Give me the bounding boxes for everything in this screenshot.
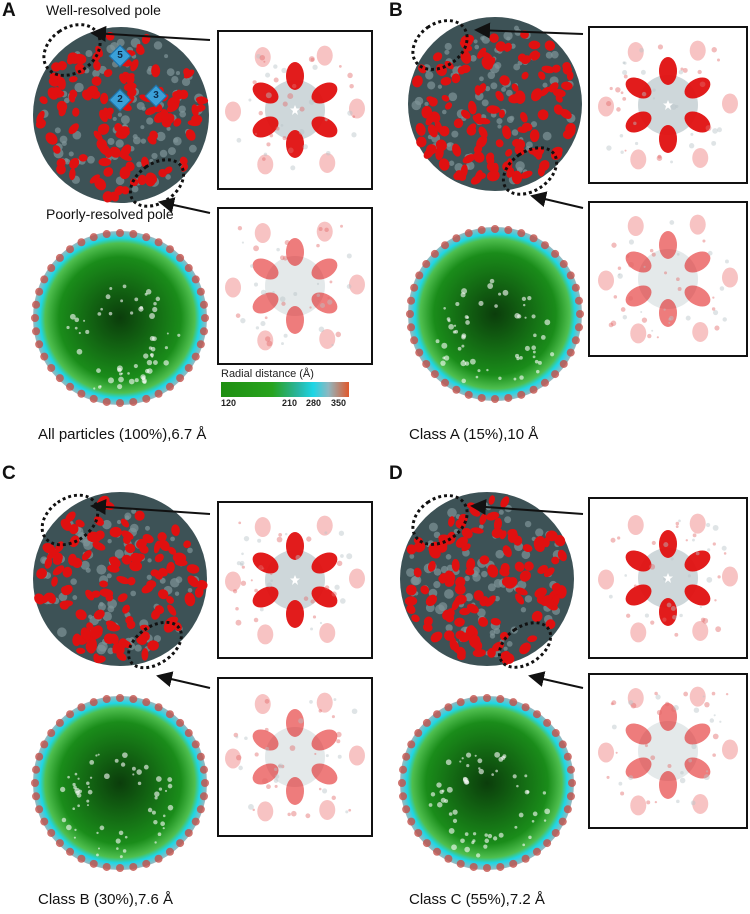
poorly-resolved-label: Poorly-resolved pole [46,206,174,222]
pointer-arrow [156,671,211,689]
legend-title: Radial distance (Å) [221,368,314,380]
pointer-arrow [470,499,584,515]
pointer-arrow [530,191,584,209]
well-resolved-inset [588,497,748,659]
virus-cross-section [405,224,585,404]
pointer-arrow [528,671,584,689]
poorly-resolved-inset [588,201,748,357]
panel-caption: All particles (100%),6.7 Å [38,426,207,443]
panel-b: B Class A (15%),10 Å [375,0,750,457]
legend-tick: 350 [331,398,347,408]
panel-c: C Class B (30%),7.6 Å [0,457,375,914]
well-resolved-inset [217,501,373,659]
panel-a: A Well-resolved pole 5 2 3 Poorly-resolv… [0,0,375,457]
poorly-resolved-inset [217,677,373,837]
panel-letter: B [389,0,403,21]
well-resolved-inset [217,30,373,190]
panel-caption: Class B (30%),7.6 Å [38,891,174,908]
panel-caption: Class C (55%),7.2 Å [409,891,545,908]
radial-distance-legend: Radial distance (Å) 120 210 280 350 [221,368,349,409]
panel-letter: A [2,0,16,21]
panel-caption: Class A (15%),10 Å [409,426,539,443]
pointer-arrow [474,22,584,39]
panel-d: D Class C (55%),7.2 Å [375,457,750,914]
pointer-arrow [158,197,211,214]
virus-cross-section [30,693,210,873]
virus-surface-map [405,14,585,194]
virus-cross-section [30,228,210,408]
well-resolved-inset [588,26,748,184]
pointer-arrow [90,498,211,515]
legend-colorbar [221,382,349,397]
panel-letter: D [389,463,403,484]
virus-surface-map [397,489,577,669]
virus-surface-map [30,24,212,206]
legend-tick: 280 [306,398,322,408]
poorly-resolved-inset [217,207,373,365]
well-resolved-label: Well-resolved pole [46,2,161,18]
virus-cross-section [397,693,577,873]
legend-tick: 120 [221,398,237,408]
panel-letter: C [2,463,16,484]
virus-surface-map [30,489,210,669]
pointer-arrow [90,25,211,42]
poorly-resolved-inset [588,673,748,829]
legend-tick: 210 [282,398,298,408]
